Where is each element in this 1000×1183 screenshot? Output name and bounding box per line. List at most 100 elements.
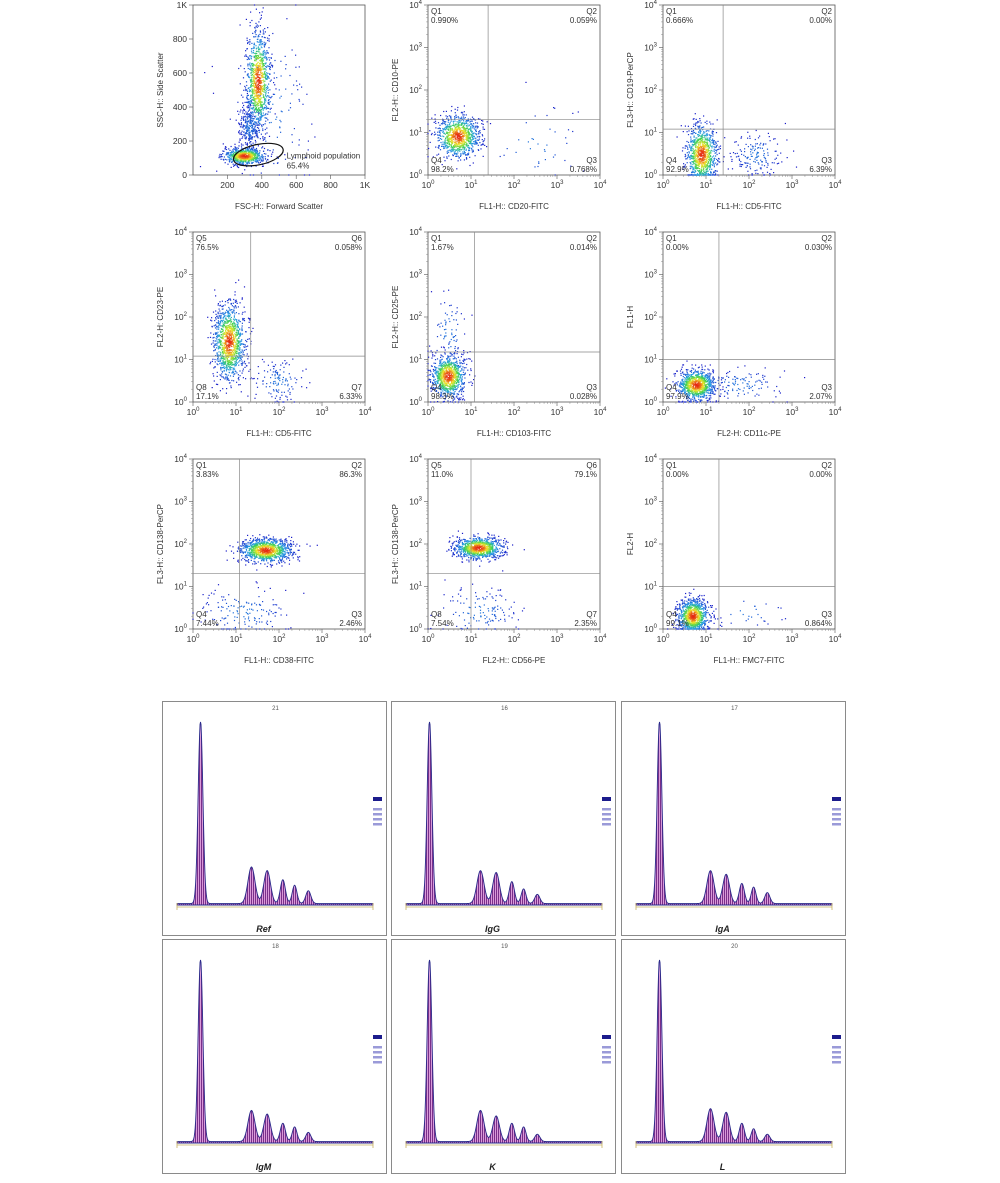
- event-dots: [199, 4, 316, 176]
- y-tick-label: 104: [409, 0, 422, 10]
- y-tick-label: 600: [173, 68, 187, 78]
- electrophoresis-panel-K: 19 K: [391, 939, 616, 1174]
- y-axis-title: FL2-H: CD23-PE: [156, 287, 165, 347]
- quadrant-id: Q8: [431, 610, 442, 619]
- y-tick-label: 104: [644, 0, 657, 10]
- y-axis-title: FL3-H:: CD19-PerCP: [626, 52, 635, 128]
- quadrant-id: Q7: [586, 610, 597, 619]
- flow-plot-2: Q1 0.990% Q2 0.059% Q3 0.768% Q4 98.2% 100 100 101…: [378, 0, 610, 223]
- y-tick-label: 101: [409, 355, 422, 365]
- y-tick-label: 1K: [177, 0, 188, 10]
- event-dots: [192, 534, 318, 630]
- quadrant-percent: 3.83%: [196, 470, 219, 479]
- x-tick-label: 100: [422, 180, 435, 190]
- x-tick-label: 103: [316, 634, 329, 644]
- densitometry-trace: [405, 959, 603, 1144]
- quadrant-id: Q3: [821, 156, 832, 165]
- event-dots: [427, 81, 585, 176]
- x-tick-label: 101: [465, 180, 478, 190]
- panel-label: IgA: [715, 924, 730, 934]
- y-tick-label: 102: [644, 85, 657, 95]
- x-tick-label: 100: [187, 407, 200, 417]
- x-tick-label: 101: [465, 634, 478, 644]
- y-axis-title: FL1-H: [626, 306, 635, 328]
- y-tick-label: 100: [644, 624, 657, 634]
- gel-lane: [602, 797, 611, 826]
- x-tick-label: 103: [551, 180, 564, 190]
- quadrant-id: Q6: [351, 234, 362, 243]
- x-tick-label: 101: [230, 407, 243, 417]
- y-tick-label: 102: [409, 85, 422, 95]
- x-tick-label: 102: [508, 634, 521, 644]
- x-tick-label: 102: [743, 634, 756, 644]
- y-tick-label: 100: [409, 624, 422, 634]
- x-tick-label: 101: [230, 634, 243, 644]
- y-tick-label: 102: [409, 312, 422, 322]
- quadrant-id: Q3: [586, 383, 597, 392]
- densitometry-trace: [176, 959, 374, 1144]
- quadrant-id: Q3: [821, 383, 832, 392]
- y-tick-label: 100: [644, 170, 657, 180]
- x-axis-title: FL1-H:: FMC7-FITC: [713, 656, 784, 665]
- electrophoresis-panel-IgA: 17 IgA: [621, 701, 846, 936]
- flow-plot-8: Q5 11.0% Q6 79.1% Q7 2.35% Q8 7.54% 100 100 101 101…: [378, 454, 610, 677]
- x-tick-label: 100: [422, 634, 435, 644]
- quadrant-id: Q2: [821, 461, 832, 470]
- quadrant-id: Q1: [666, 234, 677, 243]
- y-tick-label: 104: [409, 454, 422, 464]
- quadrant-percent: 0.030%: [805, 243, 832, 252]
- x-tick-label: 103: [786, 407, 799, 417]
- y-tick-label: 102: [174, 539, 187, 549]
- panel-label: Ref: [256, 924, 272, 934]
- x-tick-label: 101: [700, 180, 713, 190]
- quadrant-percent: 0.666%: [666, 16, 693, 25]
- gel-lane: [832, 1035, 841, 1064]
- panel-number: 18: [272, 944, 279, 950]
- quadrant-id: Q4: [431, 383, 442, 392]
- x-tick-label: 104: [359, 407, 372, 417]
- quadrant-percent: 17.1%: [196, 392, 219, 401]
- quadrant-percent: 0.059%: [570, 16, 597, 25]
- x-axis-title: FSC-H:: Forward Scatter: [235, 202, 323, 211]
- event-dots: [427, 530, 525, 630]
- y-tick-label: 0: [182, 170, 187, 180]
- electrophoresis-panel-L: 20 L: [621, 939, 846, 1174]
- y-tick-label: 102: [174, 312, 187, 322]
- gel-lane: [832, 797, 841, 826]
- quadrant-id: Q5: [196, 234, 207, 243]
- quadrant-id: Q8: [196, 383, 207, 392]
- x-tick-label: 100: [657, 634, 670, 644]
- flow-plot-5: Q1 1.67% Q2 0.014% Q3 0.028% Q4 98.3% 100 100 101 1…: [378, 227, 610, 450]
- y-tick-label: 100: [174, 397, 187, 407]
- y-axis-title: FL2-H:: CD10-PE: [391, 59, 400, 122]
- quadrant-percent: 76.5%: [196, 243, 219, 252]
- quadrant-percent: 79.1%: [574, 470, 597, 479]
- y-tick-label: 104: [174, 227, 187, 237]
- flow-plot-3: Q1 0.666% Q2 0.00% Q3 6.39% Q4 92.9% 100 100 101 10…: [613, 0, 845, 223]
- x-axis-title: FL2-H: CD11c-PE: [717, 429, 781, 438]
- plot-frame: [427, 458, 601, 630]
- quadrant-id: Q7: [351, 383, 362, 392]
- x-tick-label: 103: [551, 634, 564, 644]
- quadrant-percent: 86.3%: [339, 470, 362, 479]
- densitometry-trace: [635, 959, 833, 1144]
- quadrant-id: Q3: [586, 156, 597, 165]
- quadrant-percent: 92.9%: [666, 165, 689, 174]
- y-axis-title: FL3-H:: CD138-PerCP: [391, 504, 400, 584]
- event-dots: [676, 113, 798, 176]
- x-tick-label: 104: [594, 634, 607, 644]
- y-tick-label: 103: [644, 497, 657, 507]
- panel-label: L: [720, 1162, 726, 1172]
- plot-frame: [662, 4, 836, 176]
- y-axis-title: FL2-H:: CD25-PE: [391, 286, 400, 349]
- x-tick-label: 102: [743, 180, 756, 190]
- quadrant-id: Q4: [196, 610, 207, 619]
- quadrant-id: Q2: [821, 7, 832, 16]
- quadrant-id: Q2: [821, 234, 832, 243]
- quadrant-id: Q3: [821, 610, 832, 619]
- quadrant-id: Q1: [196, 461, 207, 470]
- x-axis-title: FL1-H:: CD38-FITC: [244, 656, 314, 665]
- y-tick-label: 104: [174, 454, 187, 464]
